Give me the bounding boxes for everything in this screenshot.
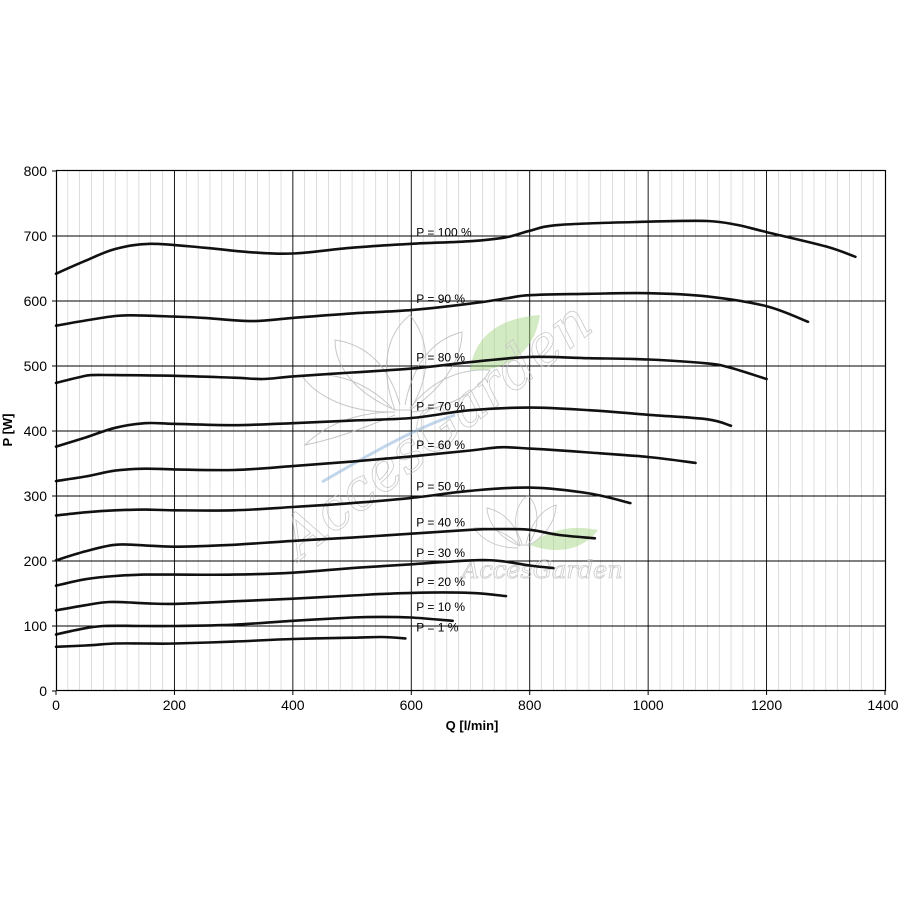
series-label: P = 60 % bbox=[416, 438, 465, 452]
x-tick-label: 0 bbox=[52, 697, 60, 713]
y-tick-label: 200 bbox=[24, 553, 48, 569]
y-tick-label: 0 bbox=[39, 683, 47, 699]
x-tick-label: 1400 bbox=[867, 697, 898, 713]
series-label: P = 50 % bbox=[416, 480, 465, 494]
series-label: P = 100 % bbox=[416, 226, 472, 240]
x-tick-label: 200 bbox=[163, 697, 187, 713]
y-tick-label: 100 bbox=[24, 618, 48, 634]
series-label: P = 40 % bbox=[416, 516, 465, 530]
series-line bbox=[54, 635, 407, 649]
y-axis-ticks: 0 100 200 300 400 500 600 700 800 bbox=[24, 163, 56, 699]
series-label: P = 70 % bbox=[416, 400, 465, 414]
watermark-stem bbox=[321, 413, 456, 484]
series-line bbox=[54, 406, 733, 448]
series-label: P = 90 % bbox=[416, 292, 465, 306]
watermark-leaf-large bbox=[470, 315, 540, 371]
y-tick-label: 300 bbox=[24, 488, 48, 504]
plot-frame bbox=[55, 169, 887, 692]
series-line bbox=[54, 355, 768, 385]
watermark-flower-large bbox=[301, 314, 491, 446]
x-tick-label: 400 bbox=[281, 697, 305, 713]
y-tick-label: 600 bbox=[24, 293, 48, 309]
y-tick-label: 500 bbox=[24, 358, 48, 374]
series-line bbox=[54, 558, 555, 587]
x-axis-ticks: 0 200 400 600 800 1000 1200 1400 bbox=[52, 691, 899, 713]
y-tick-label: 700 bbox=[24, 228, 48, 244]
y-axis-title: P [W] bbox=[0, 414, 15, 447]
x-tick-label: 1000 bbox=[633, 697, 664, 713]
watermark-leaf-small bbox=[530, 527, 598, 551]
x-axis-title: Q [l/min] bbox=[446, 718, 499, 733]
series-lines bbox=[54, 219, 857, 649]
series-label: P = 10 % bbox=[416, 600, 465, 614]
y-tick-label: 800 bbox=[24, 163, 48, 179]
x-tick-label: 600 bbox=[400, 697, 424, 713]
series-line bbox=[54, 486, 632, 517]
x-tick-label: 1200 bbox=[751, 697, 782, 713]
x-tick-label: 800 bbox=[518, 697, 542, 713]
series-line bbox=[54, 291, 810, 327]
series-label: P = 20 % bbox=[416, 575, 465, 589]
series-label: P = 1 % bbox=[416, 620, 458, 634]
y-tick-label: 400 bbox=[24, 423, 48, 439]
series-label: P = 30 % bbox=[416, 546, 465, 560]
series-line bbox=[54, 615, 454, 636]
series-labels: P = 100 % P = 90 % P = 80 % P = 70 % P = 60 … bbox=[416, 226, 472, 635]
series-line bbox=[54, 591, 508, 612]
series-line bbox=[54, 445, 697, 483]
series-line bbox=[54, 219, 857, 275]
series-label: P = 80 % bbox=[416, 350, 465, 364]
series-line bbox=[54, 527, 597, 562]
